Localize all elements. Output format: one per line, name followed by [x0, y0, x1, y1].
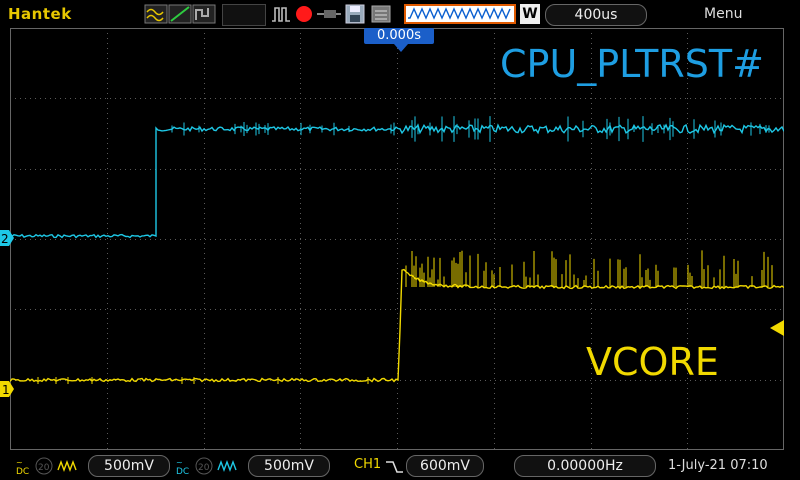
ch2-noise-spikes	[171, 116, 770, 142]
top-toolbar: Hantek W 400us Menu	[0, 0, 800, 28]
ch1-ground-marker[interactable]: 1	[0, 381, 14, 397]
save-icon[interactable]	[344, 4, 366, 24]
timebase-mode-indicator[interactable]: W	[520, 4, 540, 24]
date-time: 1-July-21 07:10	[668, 458, 768, 473]
svg-text:20: 20	[198, 463, 210, 473]
svg-text:DC: DC	[176, 467, 189, 476]
trigger-position-marker	[394, 44, 408, 52]
ch1-signal-label: VCORE	[586, 340, 719, 384]
svg-text:2: 2	[1, 232, 9, 246]
status-bar: ~ DC 20 500mV ~ DC 20 500mV CH1 600mV 0.…	[0, 452, 800, 480]
blank-slot	[222, 4, 266, 26]
ch1-scale[interactable]: 500mV	[88, 455, 170, 477]
memory-depth-icon[interactable]	[404, 4, 516, 24]
ch1-coupling-icons[interactable]: ~ DC 20	[14, 456, 84, 476]
svg-text:20: 20	[38, 463, 50, 473]
settings-icon[interactable]	[370, 4, 392, 24]
ch1-noise-spikes	[37, 250, 773, 384]
svg-text:1: 1	[2, 383, 10, 397]
ch2-waveform	[10, 123, 784, 239]
probe-icon[interactable]	[316, 4, 342, 24]
trigger-level[interactable]: 600mV	[406, 455, 484, 477]
waveform-display-icon[interactable]	[144, 4, 218, 24]
ch2-ground-marker[interactable]: 2	[0, 230, 14, 246]
ch2-scale[interactable]: 500mV	[248, 455, 330, 477]
timebase-value[interactable]: 400us	[545, 4, 647, 26]
svg-text:DC: DC	[16, 467, 29, 476]
ch1-waveform	[10, 268, 784, 383]
graticule	[10, 28, 784, 450]
waveform-screen	[10, 28, 784, 450]
frequency-counter: 0.00000Hz	[514, 455, 656, 477]
pulse-icon[interactable]	[270, 4, 292, 24]
ch2-signal-label: CPU_PLTRST#	[500, 42, 764, 86]
rising-edge-icon	[386, 461, 403, 473]
trigger-position-readout[interactable]: 0.000s	[364, 28, 434, 44]
menu-button[interactable]: Menu	[704, 6, 743, 22]
ch2-coupling-icons[interactable]: ~ DC 20	[174, 456, 244, 476]
brand-logo: Hantek	[8, 5, 72, 23]
trigger-source[interactable]: CH1	[354, 457, 382, 472]
svg-text:~: ~	[16, 458, 23, 467]
record-icon[interactable]	[294, 4, 314, 24]
svg-text:~: ~	[176, 458, 183, 467]
trigger-level-marker[interactable]	[770, 320, 784, 336]
